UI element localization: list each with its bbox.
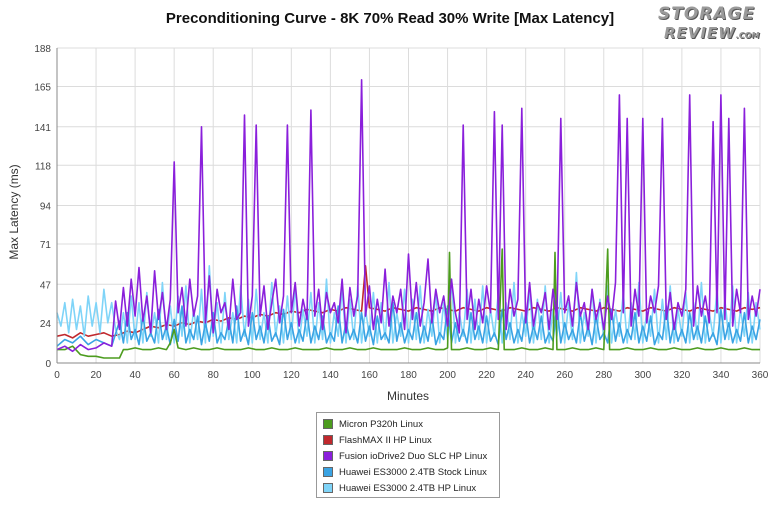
series-line-4 xyxy=(56,301,761,347)
legend-item: Huawei ES3000 2.4TB Stock Linux xyxy=(323,464,487,480)
x-tick-label: 80 xyxy=(208,370,220,381)
legend-swatch xyxy=(323,467,333,477)
x-tick-label: 100 xyxy=(244,370,261,381)
x-tick-label: 340 xyxy=(713,370,730,381)
series-line-3 xyxy=(56,79,761,353)
x-tick-label: 320 xyxy=(674,370,691,381)
x-tick-label: 60 xyxy=(169,370,181,381)
x-tick-label: 40 xyxy=(130,370,142,381)
chart-axes: 0 24 47 71 94 118 141 165 188 0 20 40 60 80 100 120 140 1… xyxy=(34,44,768,381)
y-tick-label: 118 xyxy=(35,161,51,172)
x-tick-label: 180 xyxy=(400,370,417,381)
x-tick-label: 0 xyxy=(54,370,60,381)
legend-swatch xyxy=(323,483,333,493)
logo-line2: REVIEW.COM xyxy=(664,24,760,42)
y-tick-label: 0 xyxy=(45,359,51,370)
x-tick-label: 220 xyxy=(478,370,495,381)
legend-swatch xyxy=(323,435,333,445)
legend-label: Huawei ES3000 2.4TB Stock Linux xyxy=(339,466,487,478)
y-tick-label: 165 xyxy=(34,83,51,94)
x-tick-label: 140 xyxy=(322,370,339,381)
y-tick-label: 71 xyxy=(40,240,52,251)
y-tick-label: 24 xyxy=(40,319,52,330)
y-tick-label: 94 xyxy=(40,202,52,213)
legend-item: FlashMAX II HP Linux xyxy=(323,432,432,448)
x-tick-label: 160 xyxy=(361,370,378,381)
y-tick-label: 141 xyxy=(34,123,51,134)
y-axis-label: Max Latency (ms) xyxy=(7,164,21,259)
x-tick-label: 280 xyxy=(595,370,612,381)
legend-item: Micron P320h Linux xyxy=(323,416,423,432)
storagereview-logo: STORAGE REVIEW.COM xyxy=(654,4,762,48)
legend-label: Micron P320h Linux xyxy=(339,418,423,430)
legend-swatch xyxy=(323,451,333,461)
x-tick-label: 360 xyxy=(752,370,769,381)
legend-label: FlashMAX II HP Linux xyxy=(339,434,432,446)
chart-grid xyxy=(56,47,761,364)
legend-label: Fusion ioDrive2 Duo SLC HP Linux xyxy=(339,450,488,462)
legend-item: Fusion ioDrive2 Duo SLC HP Linux xyxy=(323,448,487,464)
legend-label: Huawei ES3000 2.4TB HP Linux xyxy=(339,482,477,494)
x-axis-label: Minutes xyxy=(387,389,429,403)
y-tick-label: 188 xyxy=(34,44,51,55)
x-tick-label: 200 xyxy=(439,370,456,381)
x-tick-label: 240 xyxy=(517,370,534,381)
legend-item: Huawei ES3000 2.4TB HP Linux xyxy=(323,480,476,496)
logo-line1: STORAGE xyxy=(658,4,756,24)
legend-swatch xyxy=(323,419,333,429)
chart-title: Preconditioning Curve - 8K 70% Read 30% … xyxy=(165,10,615,27)
chart-legend: Micron P320h Linux FlashMAX II HP Linux Fu… xyxy=(316,412,500,498)
series-line-1 xyxy=(57,248,760,359)
y-tick-label: 47 xyxy=(40,280,52,291)
series-line-5 xyxy=(56,265,761,344)
series-layer xyxy=(56,79,761,359)
x-tick-label: 120 xyxy=(283,370,300,381)
x-tick-label: 20 xyxy=(90,370,102,381)
latency-line-chart: 0 24 47 71 94 118 141 165 188 0 20 40 60 80 100 120 140 1… xyxy=(7,44,769,403)
x-tick-label: 300 xyxy=(634,370,651,381)
x-tick-label: 260 xyxy=(556,370,573,381)
